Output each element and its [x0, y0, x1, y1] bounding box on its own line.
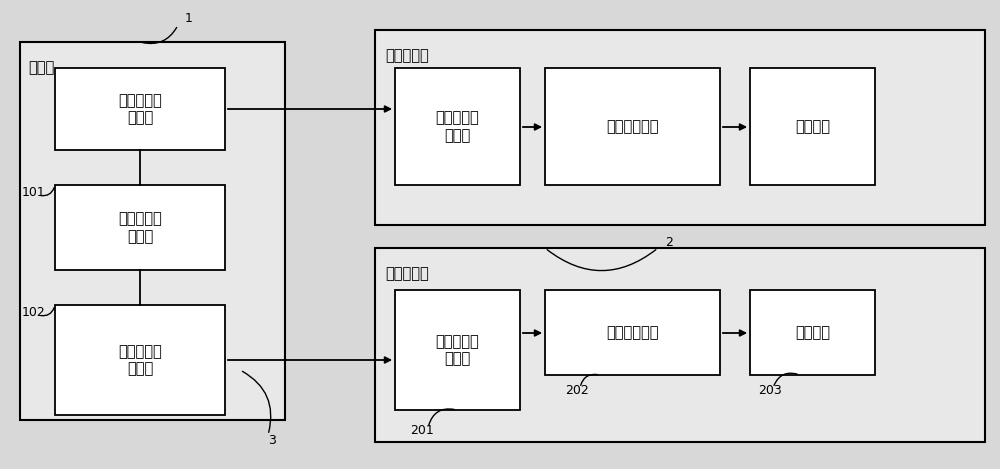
Bar [750, 68, 875, 185]
Bar [395, 290, 520, 410]
Text: 203: 203 [758, 384, 782, 396]
Bar [55, 185, 225, 270]
Text: 测试接口: 测试接口 [795, 325, 830, 340]
Text: 202: 202 [565, 384, 589, 396]
Text: 数据接收板: 数据接收板 [385, 48, 429, 63]
Bar [395, 68, 520, 185]
Text: 201: 201 [410, 424, 434, 437]
Text: 第一电平转
换电路: 第一电平转 换电路 [118, 93, 162, 125]
Bar [55, 68, 225, 150]
Text: 测试数据发
送模块: 测试数据发 送模块 [118, 212, 162, 244]
Bar [20, 42, 285, 420]
Bar [375, 30, 985, 225]
Text: 第二电平转
换电路: 第二电平转 换电路 [436, 110, 479, 143]
Text: 第二电平转
换电路: 第二电平转 换电路 [436, 334, 479, 366]
Bar [375, 248, 985, 442]
Bar [545, 290, 720, 375]
Text: 1: 1 [185, 12, 193, 24]
Bar [55, 305, 225, 415]
Bar [545, 68, 720, 185]
Text: 101: 101 [22, 186, 46, 198]
Text: 第一电平转
换电路: 第一电平转 换电路 [118, 344, 162, 376]
Text: 102: 102 [22, 305, 46, 318]
Text: 2: 2 [665, 235, 673, 249]
Text: 串并转换模块: 串并转换模块 [606, 325, 659, 340]
Text: 测试板: 测试板 [28, 60, 54, 75]
Text: 串并转换模块: 串并转换模块 [606, 119, 659, 134]
Text: 测试接口: 测试接口 [795, 119, 830, 134]
Text: 3: 3 [268, 433, 276, 446]
Text: 数据接收板: 数据接收板 [385, 266, 429, 281]
Bar [750, 290, 875, 375]
